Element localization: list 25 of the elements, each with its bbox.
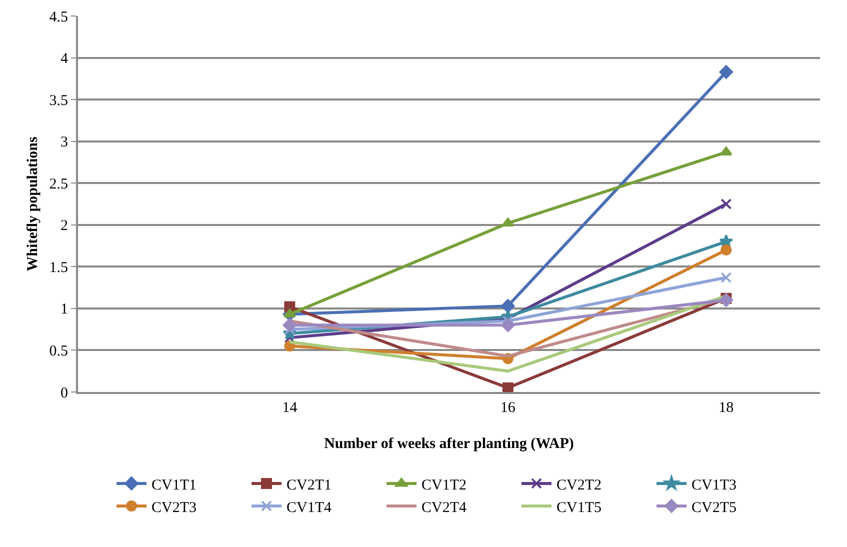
legend-label: CV1T2 <box>422 477 466 494</box>
y-tick-label: 0 <box>60 385 68 402</box>
legend-label: CV2T4 <box>422 500 467 516</box>
y-tick-label: 3.5 <box>49 92 68 109</box>
x-tick-label: 14 <box>282 400 298 416</box>
y-tick-label: 1.5 <box>49 260 68 276</box>
y-tick-label: 3 <box>60 134 68 151</box>
x-tick-label: 18 <box>718 400 734 416</box>
legend-label: CV2T2 <box>556 477 602 494</box>
legend-label: CV2T5 <box>692 500 736 516</box>
legend-label: CV1T4 <box>286 500 332 516</box>
legend-label: CV2T1 <box>286 477 332 494</box>
y-tick-label: 2 <box>60 218 68 234</box>
y-tick-label: 4 <box>60 51 68 68</box>
legend-label: CV1T1 <box>152 477 196 494</box>
y-axis-title: Whitefly populations <box>25 136 41 272</box>
legend-label: CV1T3 <box>692 477 736 494</box>
y-tick-label: 0.5 <box>49 343 68 360</box>
y-tick-label: 2.5 <box>49 176 68 192</box>
x-tick-label: 16 <box>500 400 516 416</box>
y-tick-label: 1 <box>60 302 68 318</box>
x-axis-title: Number of weeks after planting (WAP) <box>324 436 574 452</box>
y-tick-label: 4.5 <box>49 9 68 26</box>
legend-label: CV1T5 <box>556 500 602 516</box>
legend-label: CV2T3 <box>152 500 196 516</box>
